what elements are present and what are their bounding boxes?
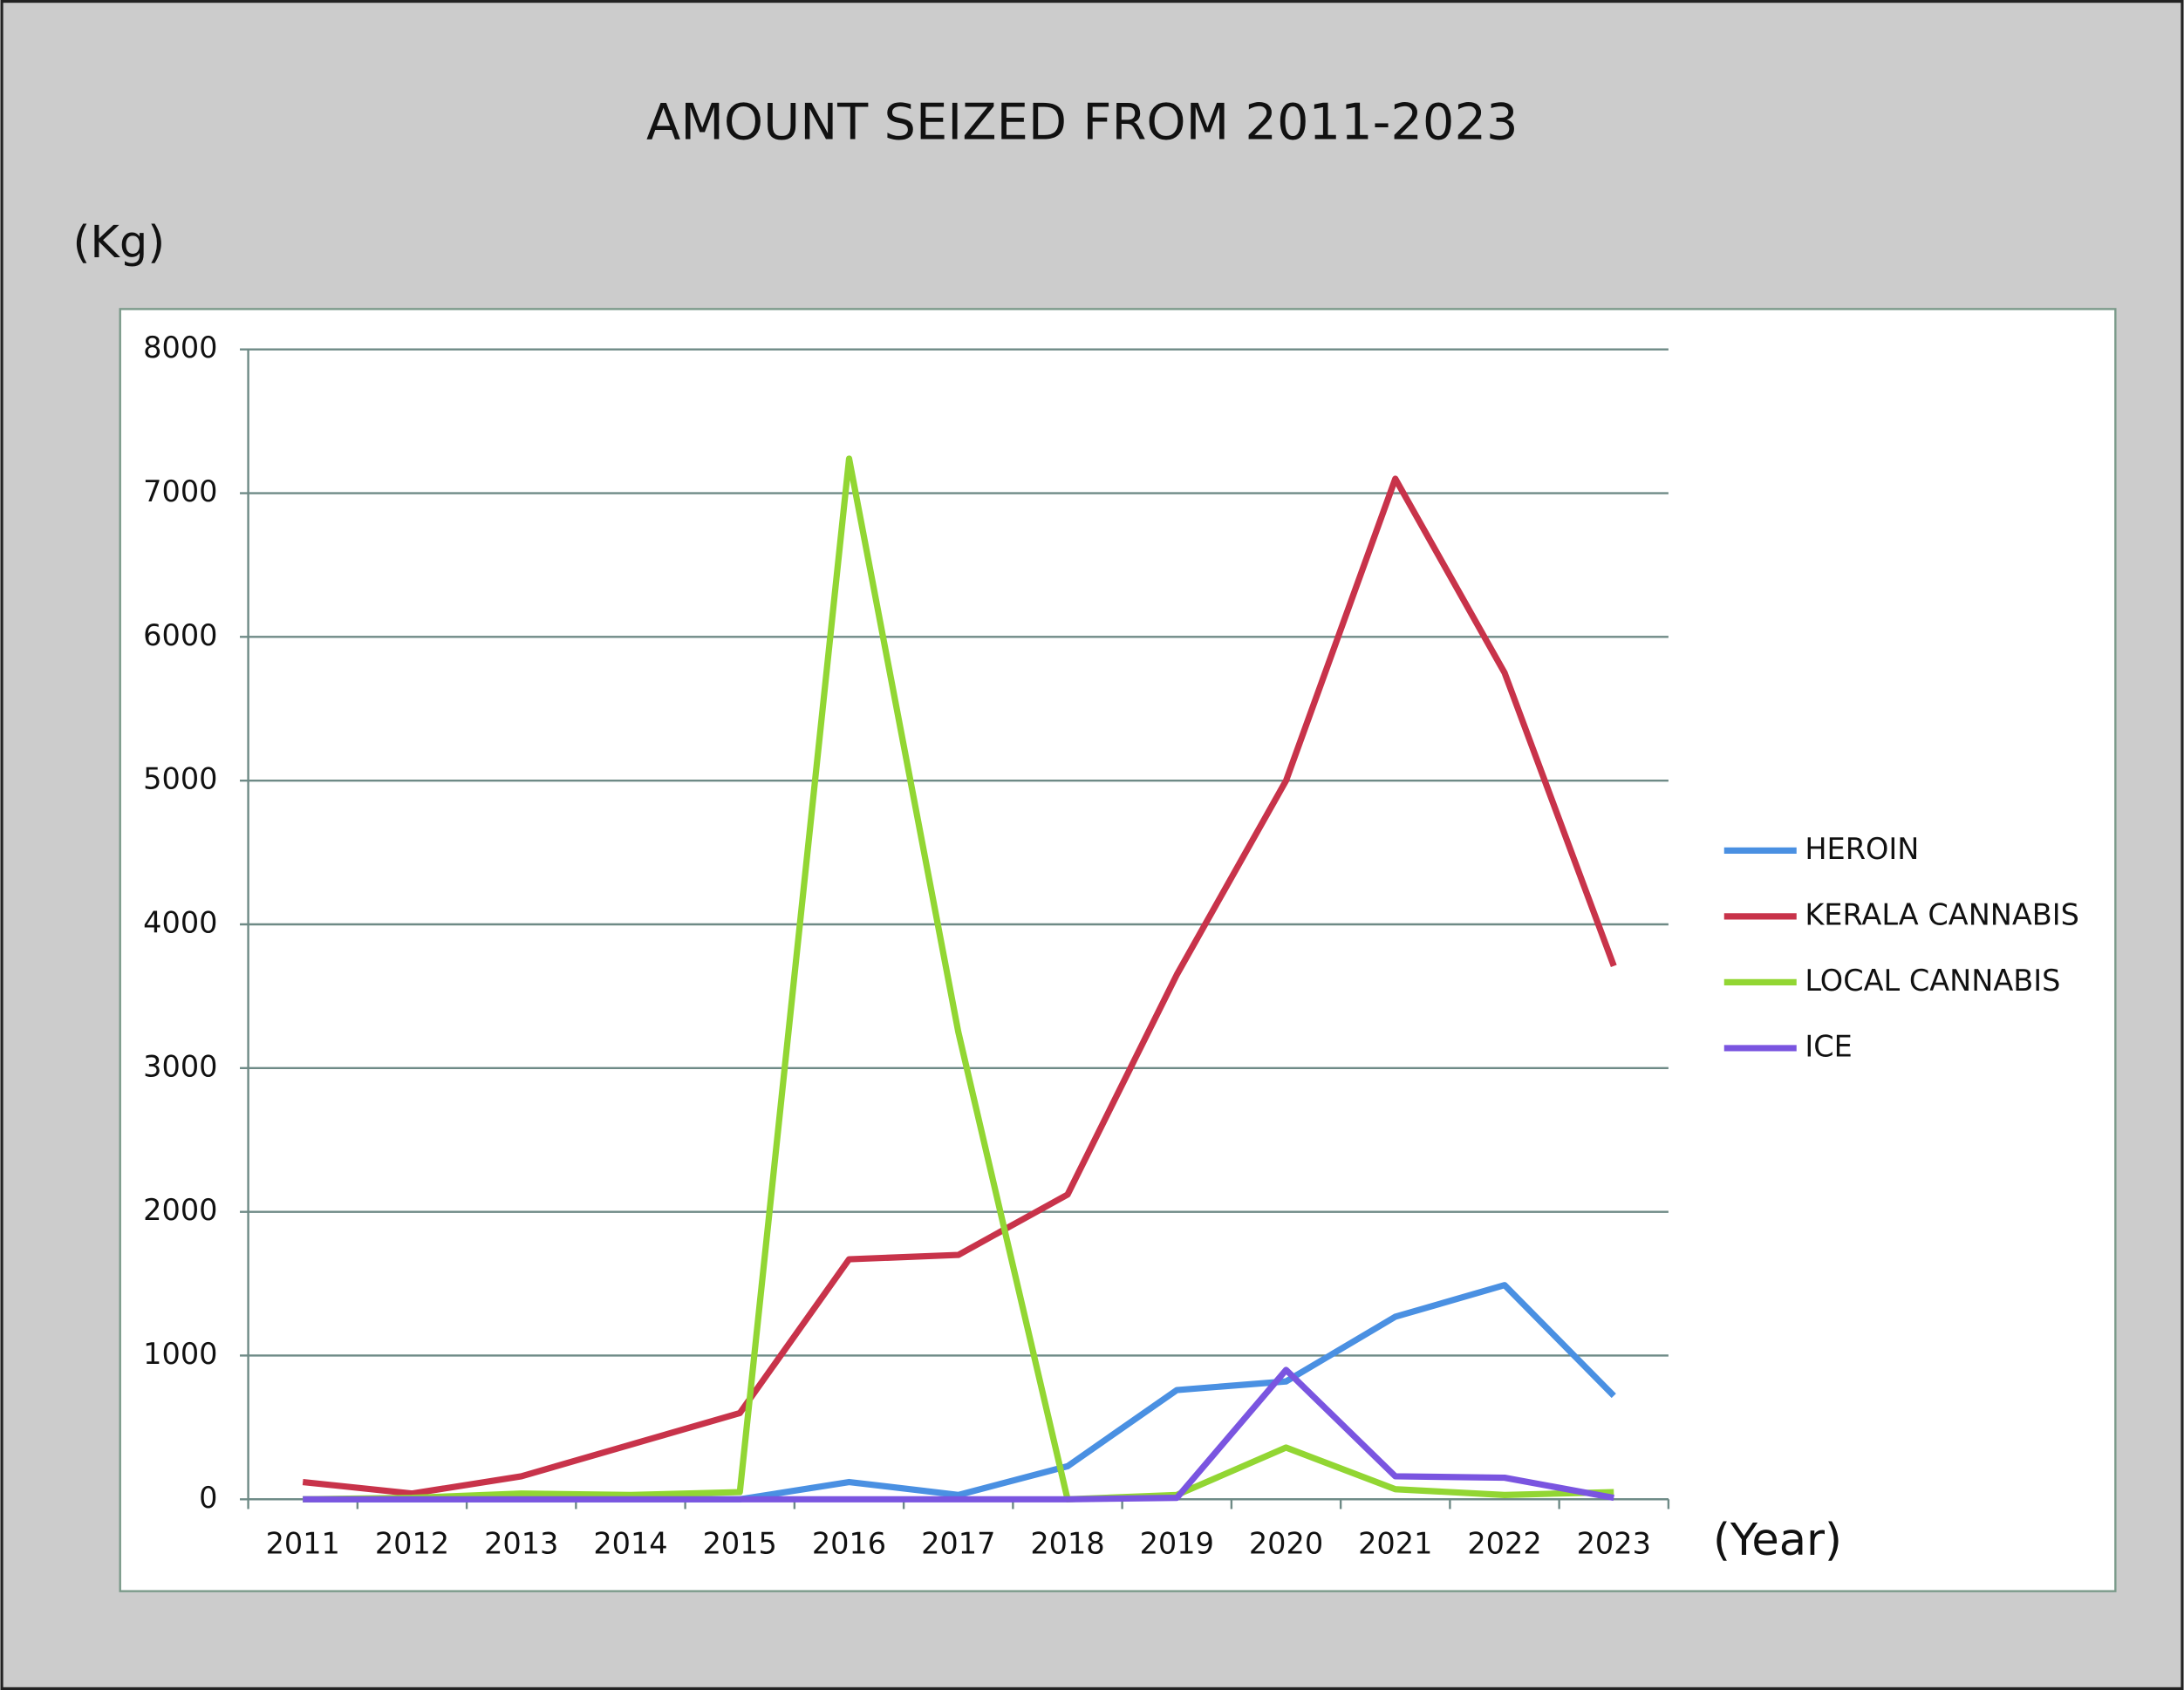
x-axis-label: (Year)	[1713, 1515, 1842, 1566]
legend-label: KERALA CANNABIS	[1805, 897, 2079, 931]
series-line	[303, 1366, 1614, 1503]
x-tick-label: 2019	[1140, 1526, 1214, 1560]
x-tick-label: 2015	[703, 1526, 777, 1560]
x-tick-label: 2014	[593, 1526, 667, 1560]
y-axis-label: (Kg)	[72, 217, 165, 269]
legend-label: HEROIN	[1805, 832, 1919, 866]
x-tick-label: 2017	[921, 1526, 995, 1560]
series-line	[303, 455, 1614, 1503]
x-tick-label: 2018	[1030, 1526, 1104, 1560]
y-tick-label: 0	[199, 1481, 217, 1515]
series-line	[302, 475, 1617, 1497]
x-tick-label: 2016	[812, 1526, 886, 1560]
y-tick-label: 7000	[143, 474, 217, 508]
chart-title: AMOUNT SEIZED FROM 2011-2023	[646, 92, 1519, 151]
y-tick-label: 8000	[143, 331, 217, 365]
y-tick-label: 2000	[143, 1193, 217, 1227]
y-tick-label: 3000	[143, 1049, 217, 1083]
x-tick-label: 2011	[266, 1526, 340, 1560]
legend-label: ICE	[1805, 1029, 1852, 1063]
plot-panel	[119, 308, 2117, 1592]
y-tick-label: 5000	[143, 762, 217, 796]
x-tick-label: 2012	[375, 1526, 449, 1560]
x-tick-label: 2022	[1467, 1526, 1541, 1560]
x-tick-label: 2013	[484, 1526, 558, 1560]
y-tick-label: 6000	[143, 618, 217, 652]
x-tick-label: 2021	[1358, 1526, 1432, 1560]
x-tick-label: 2023	[1577, 1526, 1651, 1560]
x-tick-label: 2020	[1249, 1526, 1323, 1560]
y-tick-label: 1000	[143, 1337, 217, 1371]
legend-label: LOCAL CANNABIS	[1805, 964, 2060, 998]
y-tick-label: 4000	[143, 905, 217, 939]
